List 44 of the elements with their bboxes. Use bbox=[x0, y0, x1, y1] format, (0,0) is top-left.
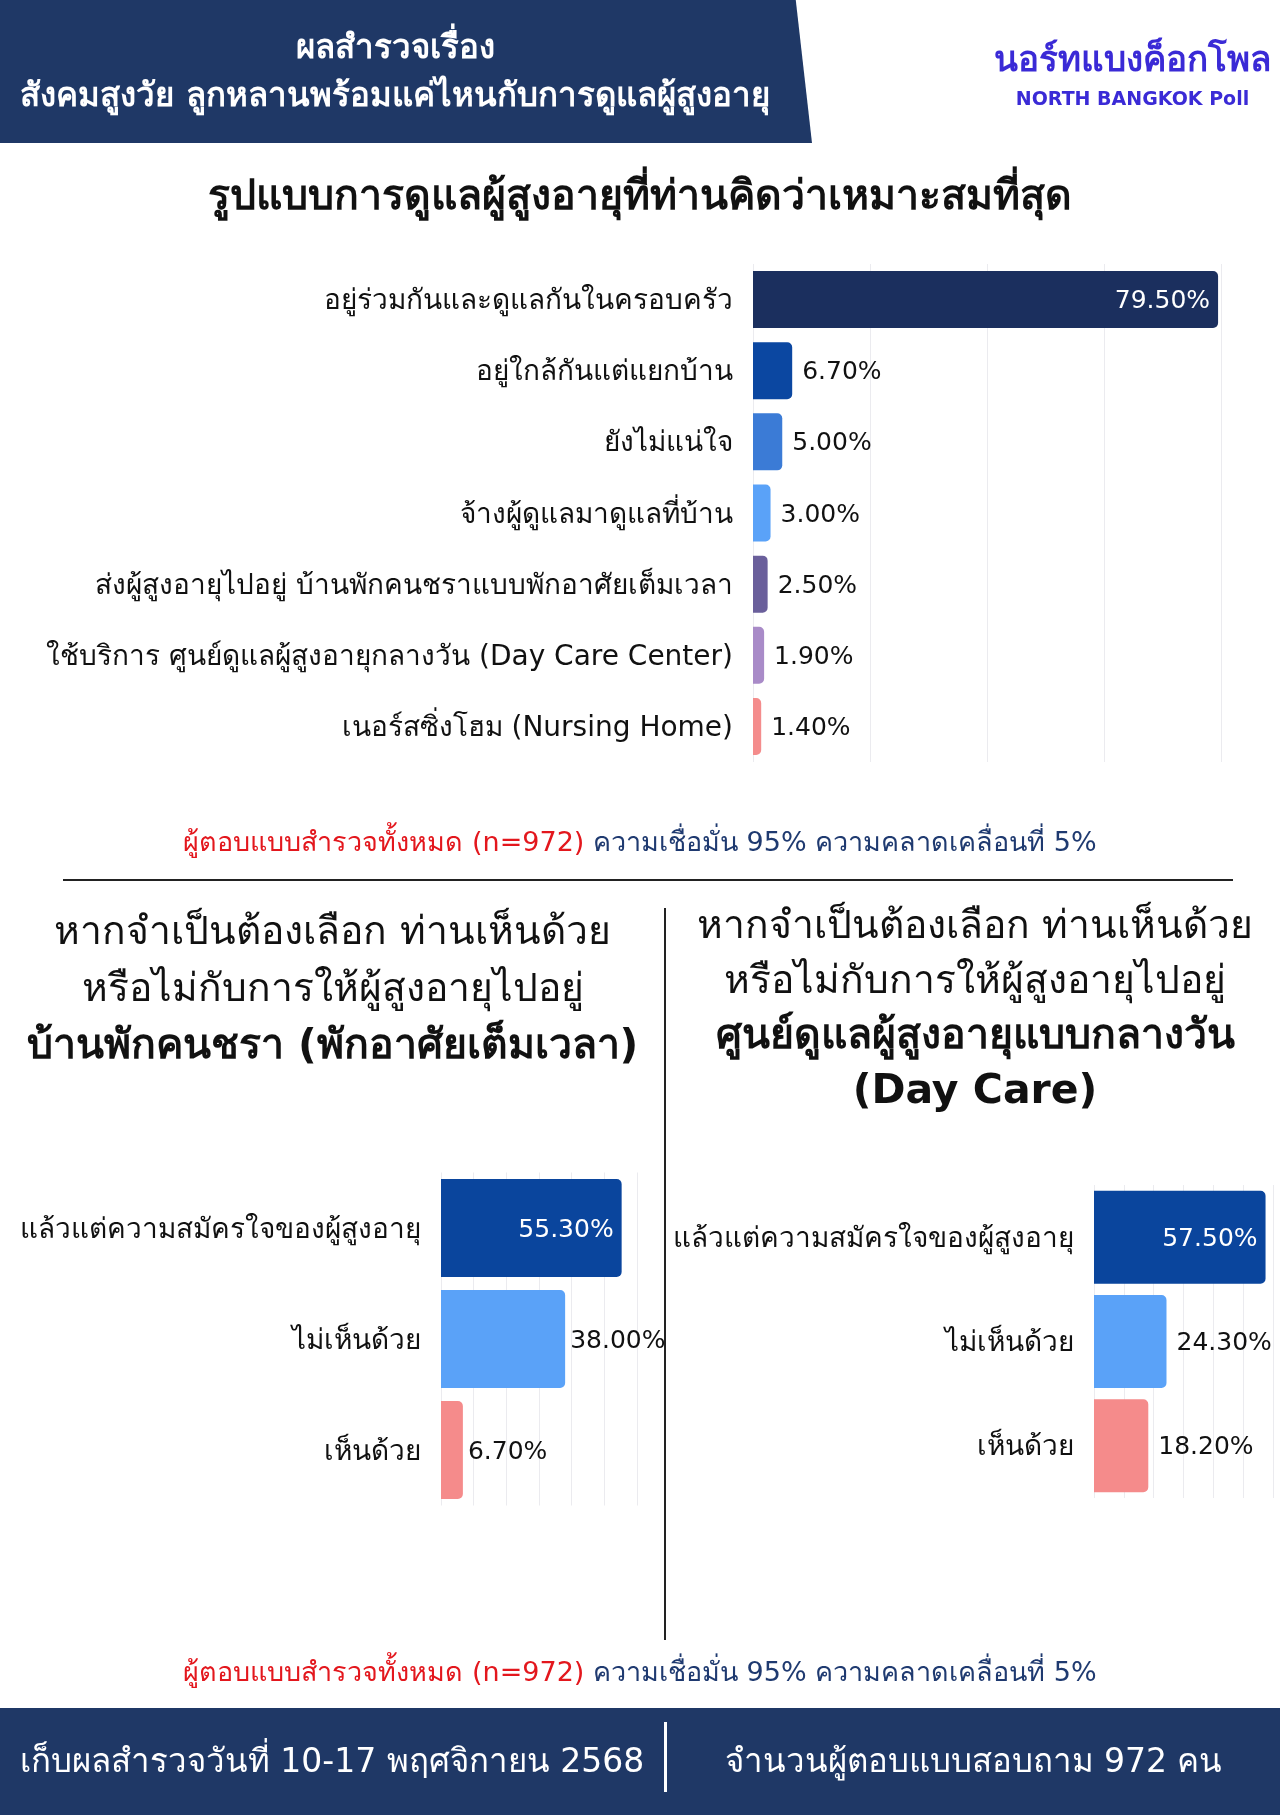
chart-title: หากจำเป็นต้องเลือก ท่านเห็นด้วยหรือไม่กับการให้ผู้สูงอายุไปอยู่ bbox=[53, 906, 612, 1014]
data-label: 57.50% bbox=[1162, 1222, 1258, 1252]
y-tick-label: ไม่เห็นด้วย bbox=[943, 1324, 1074, 1358]
data-label: 2.50% bbox=[777, 569, 858, 599]
y-tick-label: แล้วแต่ความสมัครใจของผู้สูงอายุ bbox=[673, 1220, 1074, 1255]
text: ผลสำรวจเรื่อง bbox=[294, 24, 496, 68]
text: นอร์ทแบงค็อกโพล bbox=[993, 36, 1272, 81]
data-label: 38.00% bbox=[570, 1324, 666, 1354]
data-label: 79.50% bbox=[1114, 285, 1211, 315]
y-tick-label: จ้างผู้ดูแลมาดูแลที่บ้าน bbox=[460, 493, 733, 531]
data-label: 3.00% bbox=[780, 498, 860, 528]
y-tick-label: อยู่ร่วมกันและดูแลกันในครอบครัว bbox=[324, 283, 733, 318]
bar bbox=[753, 413, 783, 471]
chart-title: หากจำเป็นต้องเลือก ท่านเห็นด้วยหรือไม่กับการให้ผู้สูงอายุไปอยู่ bbox=[695, 900, 1255, 1006]
text: สังคมสูงวัย ลูกหลานพร้อมแค่ไหนกับการดูแลผู้สูงอายุ bbox=[19, 74, 771, 118]
chart-subtitle: ศูนย์ดูแลผู้สูงอายุแบบกลางวัน (Day Care) bbox=[714, 1009, 1236, 1115]
y-tick-label: ใช้บริการ ศูนย์ดูแลผู้สูงอายุกลางวัน (Day Care Center) bbox=[46, 638, 733, 673]
y-tick-label: เห็นด้วย bbox=[324, 1432, 421, 1467]
data-label: 55.30% bbox=[518, 1213, 614, 1243]
y-tick-label: ยังไม่แน่ใจ bbox=[604, 425, 733, 459]
bar bbox=[753, 626, 765, 684]
data-label: 6.70% bbox=[802, 356, 882, 386]
bar bbox=[753, 697, 762, 755]
data-label: 1.40% bbox=[771, 711, 851, 741]
y-tick-label: อยู่ใกล้กันแต่แยกบ้าน bbox=[476, 354, 733, 389]
text: จำนวนผู้ตอบแบบสอบถาม 972 คน bbox=[723, 1740, 1224, 1783]
y-tick-label: เนอร์สซิ่งโฮม (Nursing Home) bbox=[341, 706, 733, 743]
data-label: 24.30% bbox=[1176, 1327, 1272, 1356]
chart-subtitle: บ้านพักคนชรา (พักอาศัยเต็มเวลา) bbox=[25, 1018, 640, 1070]
text: เก็บผลสำรวจวันที่ 10-17 พฤศจิกายน 2568 bbox=[18, 1738, 646, 1782]
y-tick-label: เห็นด้วย bbox=[977, 1428, 1074, 1463]
y-tick-label: แล้วแต่ความสมัครใจของผู้สูงอายุ bbox=[20, 1211, 421, 1246]
bar bbox=[753, 342, 793, 400]
bar bbox=[753, 484, 771, 542]
data-label: 1.90% bbox=[774, 640, 854, 670]
bar bbox=[753, 271, 1219, 329]
data-label: 6.70% bbox=[467, 1435, 548, 1465]
y-tick-label: ไม่เห็นด้วย bbox=[290, 1321, 421, 1356]
data-label: 18.20% bbox=[1158, 1431, 1254, 1461]
bar bbox=[753, 555, 768, 613]
y-tick-label: ส่งผู้สูงอายุไปอยู่ บ้านพักคนชราแบบพักอาศัยเต็มเวลา bbox=[95, 566, 733, 602]
chart-title: รูปแบบการดูแลผู้สูงอายุที่ท่านคิดว่าเหมาะสมที่สุด bbox=[207, 165, 1073, 223]
text: NORTH BANGKOK Poll bbox=[1014, 86, 1251, 111]
data-label: 5.00% bbox=[792, 427, 872, 457]
